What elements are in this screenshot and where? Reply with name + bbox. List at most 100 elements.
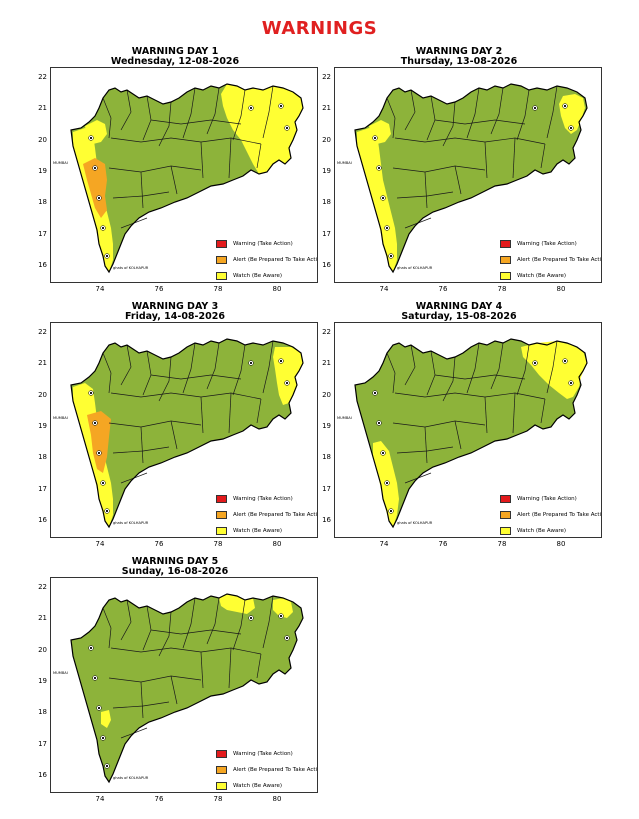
rain-cloud-icon	[100, 225, 106, 231]
legend-item-warning: Warning (Take Action)	[500, 236, 601, 252]
rain-cloud-icon	[532, 105, 538, 111]
district-boundary	[454, 165, 462, 195]
x-tick-label: 80	[556, 540, 566, 548]
warning-day-2-panel: WARNING DAY 2 Thursday, 13-08-2026 MUMBAI…	[316, 46, 602, 293]
rain-cloud-icon	[278, 103, 284, 109]
district-boundary	[182, 342, 196, 394]
legend-swatch	[216, 766, 227, 774]
district-boundary	[206, 342, 220, 390]
y-tick-label: 19	[38, 166, 47, 175]
day-date: Saturday, 15-08-2026	[401, 311, 517, 322]
district-boundary	[256, 143, 262, 169]
y-tick-label: 19	[38, 676, 47, 685]
legend-label: Watch (Be Aware)	[233, 528, 283, 534]
state-boundary	[354, 83, 588, 274]
x-tick-label: 76	[154, 285, 164, 293]
legend-label: Warning (Take Action)	[233, 241, 293, 247]
y-tick-label: 21	[38, 104, 47, 113]
district-boundary	[512, 392, 516, 434]
y-tick-label: 16	[322, 515, 331, 524]
district-boundary	[120, 89, 132, 131]
y-tick-label: 16	[38, 770, 47, 779]
district-boundary	[200, 396, 204, 434]
legend-label: Alert (Be Prepared To Take Action)	[233, 512, 318, 518]
legend-swatch	[216, 527, 227, 535]
legend-item-alert: Alert (Be Prepared To Take Action)	[216, 762, 317, 778]
rain-cloud-icon	[562, 103, 568, 109]
rain-cloud-icon	[88, 390, 94, 396]
district-boundary	[232, 599, 246, 651]
day-heading: WARNING DAY 2 Thursday, 13-08-2026	[400, 46, 518, 67]
legend-item-warning: Warning (Take Action)	[216, 236, 317, 252]
rain-cloud-icon	[92, 420, 98, 426]
district-boundary	[150, 374, 242, 380]
day-date: Wednesday, 12-08-2026	[110, 56, 240, 67]
y-tick-label: 17	[38, 739, 47, 748]
rain-cloud-icon	[372, 135, 378, 141]
watch-zone	[219, 594, 255, 614]
district-boundary	[120, 344, 132, 386]
legend-swatch	[500, 511, 511, 519]
district-boundary	[150, 629, 242, 635]
legend-item-alert: Alert (Be Prepared To Take Action)	[500, 252, 601, 268]
district-boundary	[454, 420, 462, 450]
district-boundary	[256, 398, 262, 424]
y-tick-label: 20	[322, 135, 331, 144]
place-label-mumbai: MUMBAI	[337, 416, 352, 420]
legend-item-warning: Warning (Take Action)	[216, 491, 317, 507]
legend-item-alert: Alert (Be Prepared To Take Action)	[500, 507, 601, 523]
district-boundary	[110, 137, 262, 145]
watch-zone	[101, 710, 111, 728]
day-date: Thursday, 13-08-2026	[400, 56, 518, 67]
y-tick-label: 19	[38, 421, 47, 430]
legend-label: Warning (Take Action)	[517, 496, 577, 502]
legend-label: Warning (Take Action)	[233, 496, 293, 502]
legend-swatch	[500, 256, 511, 264]
legend-swatch	[216, 256, 227, 264]
legend-label: Warning (Take Action)	[517, 241, 577, 247]
y-tick-label: 17	[38, 229, 47, 238]
district-boundary	[110, 392, 262, 400]
x-tick-label: 80	[272, 795, 282, 803]
x-tick-label: 74	[379, 540, 389, 548]
y-tick-label: 22	[38, 583, 47, 591]
x-tick-label: 80	[556, 285, 566, 293]
y-tick-label: 20	[38, 135, 47, 144]
y-tick-label: 18	[322, 453, 331, 462]
y-tick-label: 21	[38, 359, 47, 368]
day-heading: WARNING DAY 1 Wednesday, 12-08-2026	[110, 46, 240, 67]
legend-item-warning: Warning (Take Action)	[216, 746, 317, 762]
district-boundary	[102, 352, 112, 394]
y-tick-label: 20	[322, 390, 331, 399]
rain-cloud-icon	[384, 225, 390, 231]
watch-zone	[357, 128, 397, 272]
legend-item-alert: Alert (Be Prepared To Take Action)	[216, 252, 317, 268]
y-tick-label: 19	[322, 166, 331, 175]
district-boundary	[200, 651, 204, 689]
state-boundary	[70, 83, 304, 274]
rain-cloud-icon	[562, 358, 568, 364]
y-tick-label: 19	[322, 421, 331, 430]
legend-item-watch: Watch (Be Aware)	[500, 268, 601, 282]
place-label-kolhapur: ghats of KOLHAPUR	[397, 266, 433, 270]
district-boundary	[110, 647, 262, 655]
rain-cloud-icon	[88, 135, 94, 141]
x-tick-label: 74	[95, 285, 105, 293]
district-boundary	[108, 165, 202, 173]
district-boundary	[404, 344, 416, 386]
rain-cloud-icon	[376, 420, 382, 426]
x-tick-label: 78	[213, 285, 223, 293]
district-boundary	[386, 97, 396, 139]
x-tick-label: 80	[272, 285, 282, 293]
y-tick-label: 21	[38, 614, 47, 623]
district-boundary	[108, 675, 202, 683]
map-svg	[354, 338, 588, 529]
rain-cloud-icon	[104, 508, 110, 514]
x-tick-label: 74	[95, 540, 105, 548]
y-tick-label: 21	[322, 104, 331, 113]
y-tick-label: 16	[38, 515, 47, 524]
rain-cloud-icon	[248, 360, 254, 366]
x-tick-label: 76	[154, 540, 164, 548]
district-boundary	[434, 119, 526, 125]
district-boundary	[140, 681, 144, 719]
